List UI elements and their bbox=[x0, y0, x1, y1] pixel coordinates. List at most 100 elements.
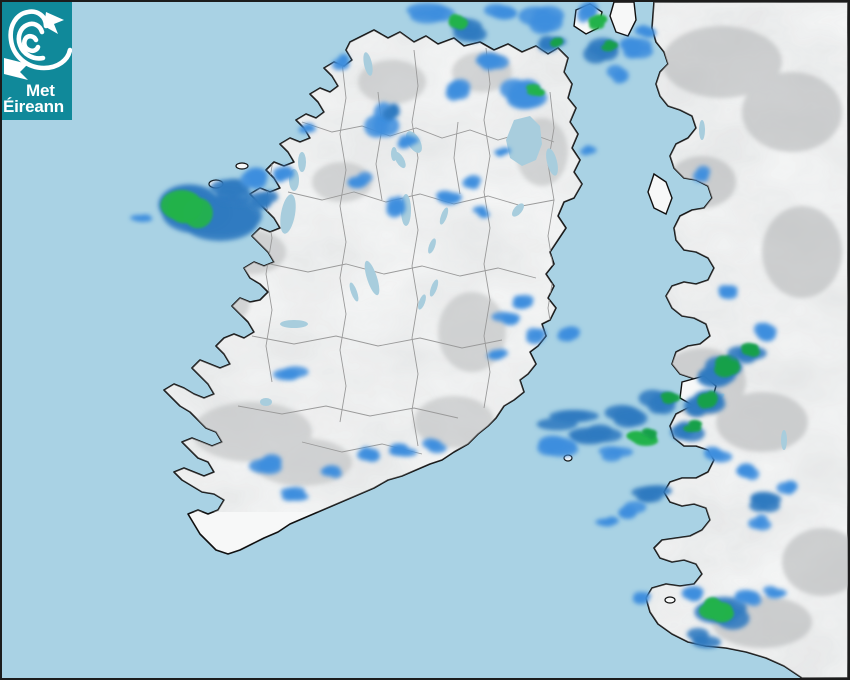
lough-small-3 bbox=[418, 294, 426, 310]
county-borders bbox=[237, 47, 555, 455]
precip-cell bbox=[618, 501, 647, 520]
precip-cell bbox=[483, 3, 518, 20]
precip-cell bbox=[320, 465, 342, 479]
precip-cell bbox=[549, 37, 564, 48]
loch-scottish bbox=[699, 120, 705, 140]
precip-cell bbox=[386, 196, 406, 218]
river-shannon-estuary bbox=[280, 320, 308, 328]
lough-small-1 bbox=[349, 282, 359, 302]
precip-cell bbox=[747, 514, 772, 531]
precip-cell bbox=[436, 190, 463, 205]
precip-cell bbox=[632, 591, 651, 605]
strangford-lough bbox=[546, 148, 558, 176]
precip-cell bbox=[397, 134, 419, 149]
lough-lene bbox=[439, 207, 449, 225]
precip-cell bbox=[606, 64, 629, 84]
precip-cell bbox=[763, 585, 787, 599]
precip-cell bbox=[491, 311, 521, 326]
precip-cell bbox=[280, 486, 309, 502]
precip-cell bbox=[681, 586, 704, 602]
logo-line-1: Met bbox=[26, 81, 55, 100]
precip-cell bbox=[693, 165, 711, 183]
precip-cell bbox=[356, 446, 381, 463]
precip-cell bbox=[462, 175, 482, 190]
precip-cell bbox=[776, 480, 798, 495]
precip-cell bbox=[240, 167, 268, 190]
lough-allen bbox=[391, 147, 397, 161]
lough-swilly bbox=[363, 52, 373, 76]
lough-neagh bbox=[506, 116, 542, 166]
precip-cell bbox=[331, 53, 350, 71]
precip-cell bbox=[525, 327, 547, 345]
precip-cell bbox=[210, 178, 254, 206]
precip-cell bbox=[248, 454, 282, 475]
precip-cell bbox=[160, 189, 213, 229]
spiral-swirl-icon bbox=[4, 9, 72, 80]
precip-cell bbox=[576, 2, 599, 23]
precip-cell bbox=[557, 326, 581, 342]
precip-cell bbox=[448, 13, 469, 30]
precip-cell bbox=[753, 322, 777, 342]
lough-derg bbox=[364, 260, 380, 296]
precip-cell bbox=[697, 390, 718, 409]
precip-cell bbox=[248, 190, 279, 210]
landmass-mull-of-kintyre bbox=[609, 2, 637, 37]
precip-cell bbox=[382, 103, 400, 121]
precip-cell bbox=[699, 597, 734, 623]
precip-cell bbox=[703, 446, 733, 463]
precip-cell bbox=[272, 165, 295, 183]
precip-cell bbox=[347, 171, 373, 189]
precip-cell bbox=[641, 428, 657, 440]
precip-cell bbox=[619, 37, 654, 59]
logo-line-2: Éireann bbox=[3, 97, 64, 116]
carlingford-lough bbox=[512, 203, 524, 217]
lough-corrib bbox=[280, 194, 296, 234]
precip-cell bbox=[486, 348, 509, 360]
precip-cell bbox=[634, 25, 657, 38]
precip-cell bbox=[736, 463, 760, 481]
landmass-isle-of-man bbox=[647, 172, 673, 215]
precip-cell bbox=[718, 284, 738, 300]
loch-english bbox=[781, 430, 787, 450]
precip-cell bbox=[388, 443, 418, 457]
terrain-shading-britain bbox=[646, 2, 848, 678]
precip-cell bbox=[537, 435, 579, 457]
precip-cell bbox=[638, 389, 677, 415]
precip-cell bbox=[525, 83, 546, 97]
precip-cell bbox=[475, 52, 509, 71]
precip-cell bbox=[595, 516, 619, 527]
precip-cell bbox=[445, 79, 471, 101]
lough-erne-upper bbox=[394, 151, 406, 169]
lough-leane bbox=[260, 398, 272, 406]
precip-cell bbox=[660, 391, 681, 404]
precip-cell bbox=[568, 424, 623, 445]
precip-cell bbox=[604, 404, 648, 428]
lough-small-2 bbox=[429, 279, 439, 297]
precip-cell bbox=[683, 419, 703, 433]
precip-cell bbox=[598, 446, 634, 462]
precip-cell bbox=[601, 40, 619, 52]
precip-cell bbox=[406, 2, 455, 24]
precipitation-echo-layer bbox=[130, 2, 798, 649]
precip-cell bbox=[749, 491, 782, 513]
precip-cell bbox=[631, 485, 673, 503]
precip-cell bbox=[741, 342, 760, 357]
lough-conn bbox=[298, 152, 306, 172]
lough-sheelin bbox=[428, 238, 436, 254]
precip-cell bbox=[298, 122, 317, 134]
precip-cell bbox=[588, 14, 608, 30]
precip-cell bbox=[733, 589, 762, 607]
met-eireann-logo[interactable]: Met Éireann bbox=[2, 2, 72, 120]
precip-cell bbox=[422, 438, 447, 454]
precip-cell bbox=[472, 205, 490, 219]
precip-cell bbox=[686, 627, 722, 649]
precip-cell bbox=[579, 145, 597, 156]
precip-cell bbox=[536, 409, 599, 431]
landmass-group bbox=[163, 2, 848, 678]
precip-cell bbox=[272, 366, 309, 381]
precip-cell bbox=[714, 354, 741, 378]
precip-cell bbox=[518, 5, 565, 35]
precip-cell bbox=[494, 147, 512, 157]
